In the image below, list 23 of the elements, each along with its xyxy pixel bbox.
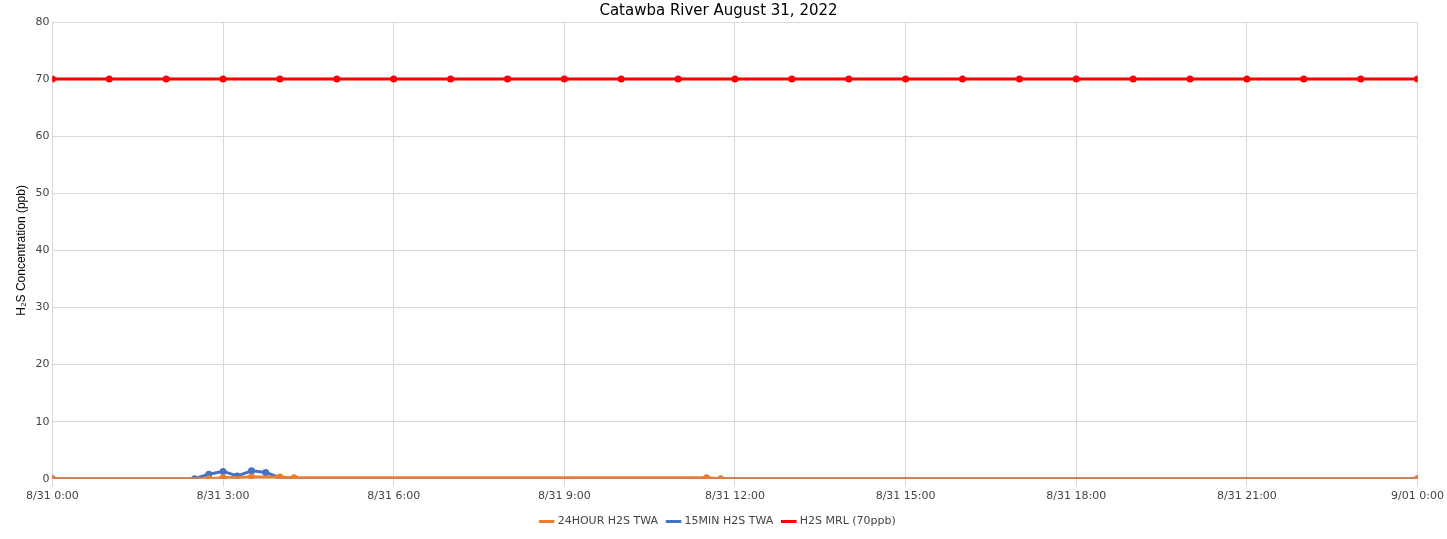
- x-tick-label: 8/31 18:00: [1046, 489, 1107, 503]
- y-tick-label: 10: [35, 414, 50, 428]
- legend-label: 24HOUR H2S TWA: [557, 514, 659, 528]
- y-tick-label: 50: [35, 186, 50, 200]
- y-tick-label: 60: [35, 129, 50, 143]
- x-tick-label: 8/31 9:00: [537, 489, 591, 503]
- chart-title: Catawba River August 31, 2022: [599, 0, 838, 19]
- legend-label: 15MIN H2S TWA: [684, 514, 774, 528]
- x-tick-label: 8/31 15:00: [875, 489, 936, 503]
- x-tick-label: 8/31 3:00: [196, 489, 250, 503]
- y-tick-label: 80: [35, 14, 50, 28]
- y-tick-label: 30: [35, 300, 50, 314]
- y-tick-label: 40: [35, 243, 50, 257]
- y-tick-label: 20: [35, 357, 50, 371]
- x-tick-label: 9/01 0:00: [1391, 489, 1444, 503]
- x-tick-label: 8/31 6:00: [367, 489, 421, 503]
- x-tick-label: 8/31 0:00: [25, 489, 79, 503]
- y-tick-label: 70: [35, 71, 50, 85]
- legend-label: H2S MRL (70ppb): [799, 514, 896, 528]
- x-tick-label: 8/31 21:00: [1216, 489, 1277, 503]
- y-tick-label: 0: [42, 471, 50, 485]
- x-tick-label: 8/31 12:00: [705, 489, 765, 503]
- y-axis-title: H₂S Concentration (ppb): [13, 185, 28, 316]
